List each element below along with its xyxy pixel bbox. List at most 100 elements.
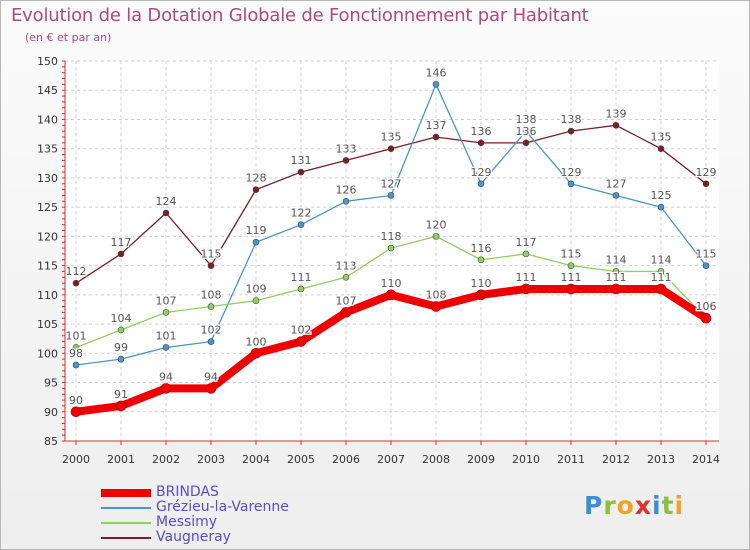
data-label-halo: 146 — [426, 66, 447, 79]
y-tick-label: 150 — [37, 55, 58, 68]
data-label: 111 — [561, 271, 582, 284]
y-tick-label: 130 — [37, 172, 58, 185]
data-label: 126 — [336, 183, 357, 196]
data-label: 127 — [381, 177, 402, 190]
data-point — [702, 180, 710, 188]
data-label: 110 — [471, 277, 492, 290]
data-label-halo: 90 — [69, 394, 83, 407]
data-label: 125 — [651, 189, 672, 202]
data-label-halo: 104 — [111, 312, 132, 325]
legend-label: Grézieu-la-Varenne — [156, 499, 289, 515]
data-label-halo: 98 — [69, 347, 83, 360]
data-label: 117 — [111, 236, 132, 249]
data-label-halo: 133 — [336, 142, 357, 155]
data-point — [340, 307, 352, 318]
data-point — [117, 250, 125, 258]
chart-title: Evolution de la Dotation Globale de Fonc… — [11, 5, 589, 26]
data-label-halo: 110 — [471, 277, 492, 290]
logo-letter: r — [603, 491, 617, 520]
data-point — [657, 268, 665, 275]
x-tick-label: 2013 — [647, 453, 675, 466]
data-label-halo: 113 — [336, 259, 357, 272]
data-label-halo: 120 — [426, 218, 447, 231]
data-label: 135 — [651, 131, 672, 144]
data-label: 114 — [651, 253, 672, 266]
legend-item: Messimy — [101, 514, 361, 530]
data-label: 119 — [246, 224, 267, 237]
data-label: 129 — [696, 166, 717, 179]
data-label: 129 — [561, 166, 582, 179]
data-label-halo: 116 — [471, 242, 492, 255]
data-label: 129 — [471, 166, 492, 179]
data-label-halo: 119 — [246, 224, 267, 237]
data-label-halo: 111 — [561, 271, 582, 284]
data-point — [702, 262, 710, 269]
chart-subtitle: (en € et par an) — [25, 31, 112, 44]
data-label: 135 — [381, 131, 402, 144]
data-point — [252, 297, 260, 304]
data-label-halo: 127 — [381, 177, 402, 190]
data-label: 136 — [516, 125, 537, 138]
data-label: 99 — [114, 341, 128, 354]
data-label-halo: 126 — [336, 183, 357, 196]
data-label: 127 — [606, 177, 627, 190]
y-tick-label: 110 — [37, 289, 58, 302]
data-point — [522, 250, 530, 258]
data-label-halo: 94 — [204, 370, 218, 383]
data-point — [162, 309, 170, 316]
logo-letter: i — [674, 491, 685, 520]
data-point — [250, 348, 262, 359]
data-label: 101 — [156, 329, 177, 342]
data-point — [297, 285, 305, 293]
data-point — [612, 122, 620, 129]
data-label: 131 — [291, 154, 312, 167]
data-label-halo: 136 — [471, 125, 492, 138]
data-point — [117, 326, 125, 334]
data-label-halo: 115 — [201, 248, 222, 261]
data-label: 100 — [246, 335, 267, 348]
data-label: 116 — [471, 242, 492, 255]
data-point — [657, 145, 665, 152]
data-point — [477, 139, 485, 147]
data-point — [342, 274, 350, 281]
data-point — [565, 283, 577, 295]
data-label-halo: 138 — [516, 113, 537, 126]
data-point — [207, 262, 215, 269]
data-label: 146 — [426, 66, 447, 79]
data-label-halo: 99 — [114, 341, 128, 354]
y-tick-label: 115 — [37, 260, 58, 273]
data-label: 101 — [66, 329, 87, 342]
data-point — [522, 139, 530, 147]
data-label-halo: 106 — [696, 300, 717, 313]
data-point — [657, 203, 665, 211]
data-label: 118 — [381, 230, 402, 243]
data-label-halo: 110 — [381, 277, 402, 290]
data-label: 139 — [606, 107, 627, 120]
y-tick-label: 85 — [44, 435, 58, 448]
data-label: 109 — [246, 283, 267, 296]
data-label: 108 — [201, 289, 222, 302]
legend-label: BRINDAS — [156, 484, 219, 500]
data-point — [72, 361, 80, 369]
data-label: 111 — [651, 271, 672, 284]
data-label-halo: 114 — [606, 253, 627, 266]
data-point — [430, 301, 442, 312]
data-label: 124 — [156, 195, 177, 208]
data-label-halo: 111 — [651, 271, 672, 284]
data-point — [72, 344, 80, 351]
data-label: 133 — [336, 142, 357, 155]
x-tick-label: 2010 — [512, 453, 540, 466]
data-label: 91 — [114, 388, 128, 401]
data-point — [610, 283, 622, 295]
data-point — [387, 244, 395, 252]
data-label-halo: 138 — [561, 113, 582, 126]
chart-legend: BRINDAS Grézieu-la-Varenne Messimy Vaugnera… — [101, 484, 361, 545]
data-point — [160, 383, 172, 394]
data-point — [612, 268, 620, 275]
data-point — [117, 355, 125, 363]
x-tick-label: 2005 — [287, 453, 315, 466]
logo-letter: o — [616, 491, 635, 520]
data-label: 106 — [696, 300, 717, 313]
data-label-halo: 139 — [606, 107, 627, 120]
data-label-halo: 136 — [516, 125, 537, 138]
